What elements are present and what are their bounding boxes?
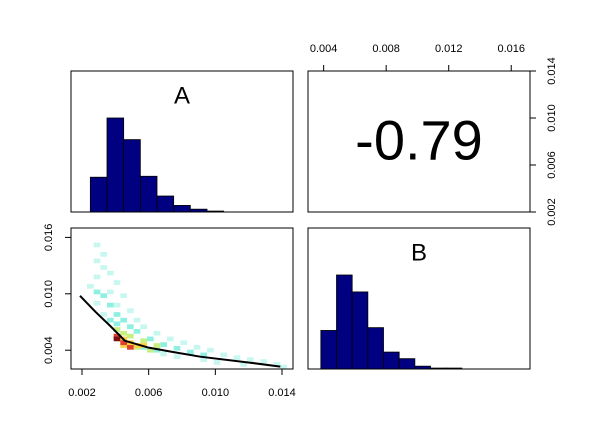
density-cell: [133, 343, 141, 348]
density-cell: [100, 312, 107, 317]
density-cell: [240, 361, 247, 367]
x-tick-label: 0.008: [372, 43, 400, 55]
density-cell: [93, 242, 101, 248]
histogram-bar: [89, 176, 108, 213]
correlation-value: -0.79: [355, 108, 483, 171]
density-cell: [120, 343, 127, 348]
variable-label: B: [411, 239, 427, 266]
density-cell: [207, 347, 214, 353]
panel-frame: [70, 227, 294, 370]
x-tick-label: 0.006: [135, 387, 163, 399]
density-cell: [200, 352, 207, 358]
density-cell: [153, 343, 161, 348]
density-cell: [260, 359, 267, 364]
density-cell: [133, 329, 141, 334]
density-cell: [127, 324, 134, 330]
histogram-bar: [156, 195, 175, 213]
density-cell: [273, 361, 281, 367]
density-cell: [120, 293, 127, 299]
density-cell: [220, 352, 227, 358]
x-tick-label: 0.012: [435, 43, 463, 55]
density-cell: [127, 308, 134, 314]
histogram-bar: [123, 139, 141, 213]
density-cell: [120, 317, 127, 323]
density-cell: [153, 347, 161, 353]
density-cell: [113, 321, 121, 327]
density-cell: [147, 336, 154, 342]
density-cell: [100, 251, 107, 257]
panel-frame: [70, 70, 294, 213]
x-tick-label: 0.016: [497, 43, 525, 55]
density-cell: [100, 293, 107, 299]
histogram-bar: [383, 351, 400, 370]
y-tick-label: 0.004: [43, 336, 55, 364]
smooth-line: [79, 295, 281, 368]
density-cell: [133, 317, 141, 323]
density-cell: [107, 289, 114, 295]
histogram-bar: [139, 175, 158, 213]
density-cell: [107, 270, 114, 276]
density-cell: [120, 340, 127, 346]
density-cell: [100, 265, 107, 270]
x-tick-label: 0.014: [268, 387, 296, 399]
density-cell: [113, 302, 121, 308]
density-cell: [127, 333, 134, 339]
histogram-bar: [398, 358, 416, 370]
density-cell: [153, 330, 161, 336]
histogram-bar: [106, 117, 125, 213]
density-cell: [93, 274, 101, 280]
density-cell: [173, 345, 181, 351]
density-cell: [93, 300, 101, 306]
density-cell: [87, 283, 94, 289]
x-tick-label: 0.010: [202, 387, 230, 399]
y-tick-label: 0.002: [546, 198, 558, 226]
y-tick-label: 0.010: [43, 280, 55, 308]
density-cell: [193, 345, 201, 350]
density-cell: [147, 347, 154, 353]
density-cell: [113, 333, 121, 339]
density-cell: [233, 355, 241, 361]
panel-frame: [307, 70, 531, 213]
variable-label: A: [174, 82, 190, 109]
y-tick-label: 0.016: [43, 224, 55, 252]
histogram-bar: [367, 327, 384, 370]
density-cell: [93, 258, 101, 264]
density-cell: [107, 317, 114, 323]
density-cell: [113, 327, 121, 332]
density-cell: [280, 364, 287, 370]
panel-frame: [307, 227, 531, 370]
density-cell: [93, 289, 101, 295]
histogram-bar: [320, 330, 337, 370]
x-tick-label: 0.002: [68, 387, 96, 399]
density-cell: [200, 357, 207, 362]
histogram-bar: [173, 205, 191, 213]
y-tick-label: 0.010: [546, 104, 558, 132]
density-cell: [180, 340, 187, 346]
density-cell: [187, 349, 194, 355]
density-cell: [160, 342, 167, 347]
density-cell: [140, 324, 147, 330]
x-tick-label: 0.004: [310, 43, 338, 55]
density-cell: [107, 302, 114, 308]
density-cell: [247, 357, 254, 362]
density-cell: [113, 336, 121, 342]
y-tick-label: 0.006: [546, 151, 558, 179]
density-cell: [173, 354, 181, 360]
y-tick-label: 0.014: [546, 57, 558, 85]
density-cell: [160, 351, 167, 357]
density-cell: [213, 360, 221, 365]
histogram-bar: [351, 291, 369, 370]
density-cell: [113, 280, 121, 285]
density-cell: [120, 330, 127, 336]
histogram-bar: [336, 274, 353, 370]
density-cell: [113, 312, 121, 317]
density-cell: [127, 345, 134, 350]
density-cell: [167, 336, 174, 342]
density-cell: [140, 338, 147, 344]
